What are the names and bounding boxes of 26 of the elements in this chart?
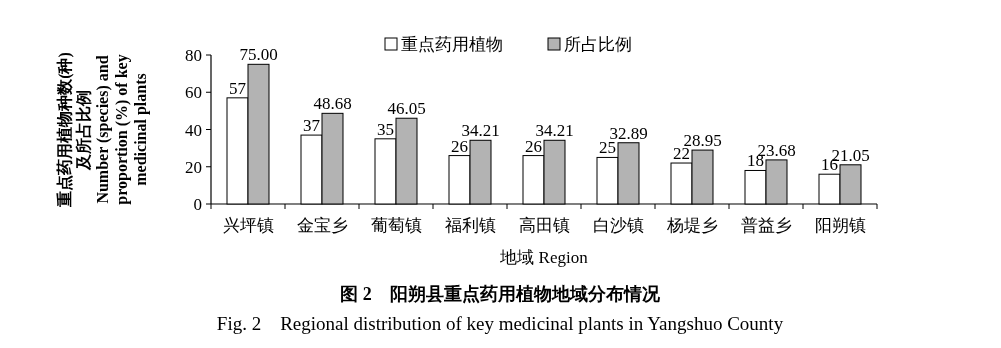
x-tick-label: 白沙镇 [592,216,644,235]
y-tick-label: 20 [185,157,202,177]
y-axis-title: 重点药用植物种数(种) 及所占比例 Number (species) and proportion (%) of key medicinal plants [56,52,150,208]
x-tick-label: 杨堤乡 [665,216,718,235]
data-label: 75.00 [239,45,278,65]
x-axis-title: 地域 Region [499,248,589,267]
x-tick-label: 福利镇 [444,216,496,235]
legend-label: 重点药用植物 [401,35,503,54]
y-tick-label: 40 [185,120,202,140]
data-label: 35 [377,119,394,139]
y-tick-label: 0 [193,195,202,214]
x-tick-label: 普益乡 [740,216,792,235]
x-tick-label: 阳朔镇 [814,216,866,235]
x-tick-label: 高田镇 [518,216,570,235]
data-label: 48.68 [313,94,352,114]
text: 图 2 阳朔县重点药用植物地域分布情况 [340,284,661,304]
text: Fig. 2 Regional distribution of key medicinal plants in Yangshuo County [216,313,784,334]
x-tick-label: 金宝乡 [296,216,348,235]
legend-label: 所占比例 [564,35,632,54]
x-tick-label: 兴坪镇 [222,216,274,235]
data-label: 37 [303,116,321,136]
y-tick-label: 80 [185,46,202,65]
x-tick-label: 葡萄镇 [370,216,422,235]
y-tick-label: 60 [185,83,202,103]
data-label: 57 [229,78,247,98]
data-label: 46.05 [387,99,426,119]
